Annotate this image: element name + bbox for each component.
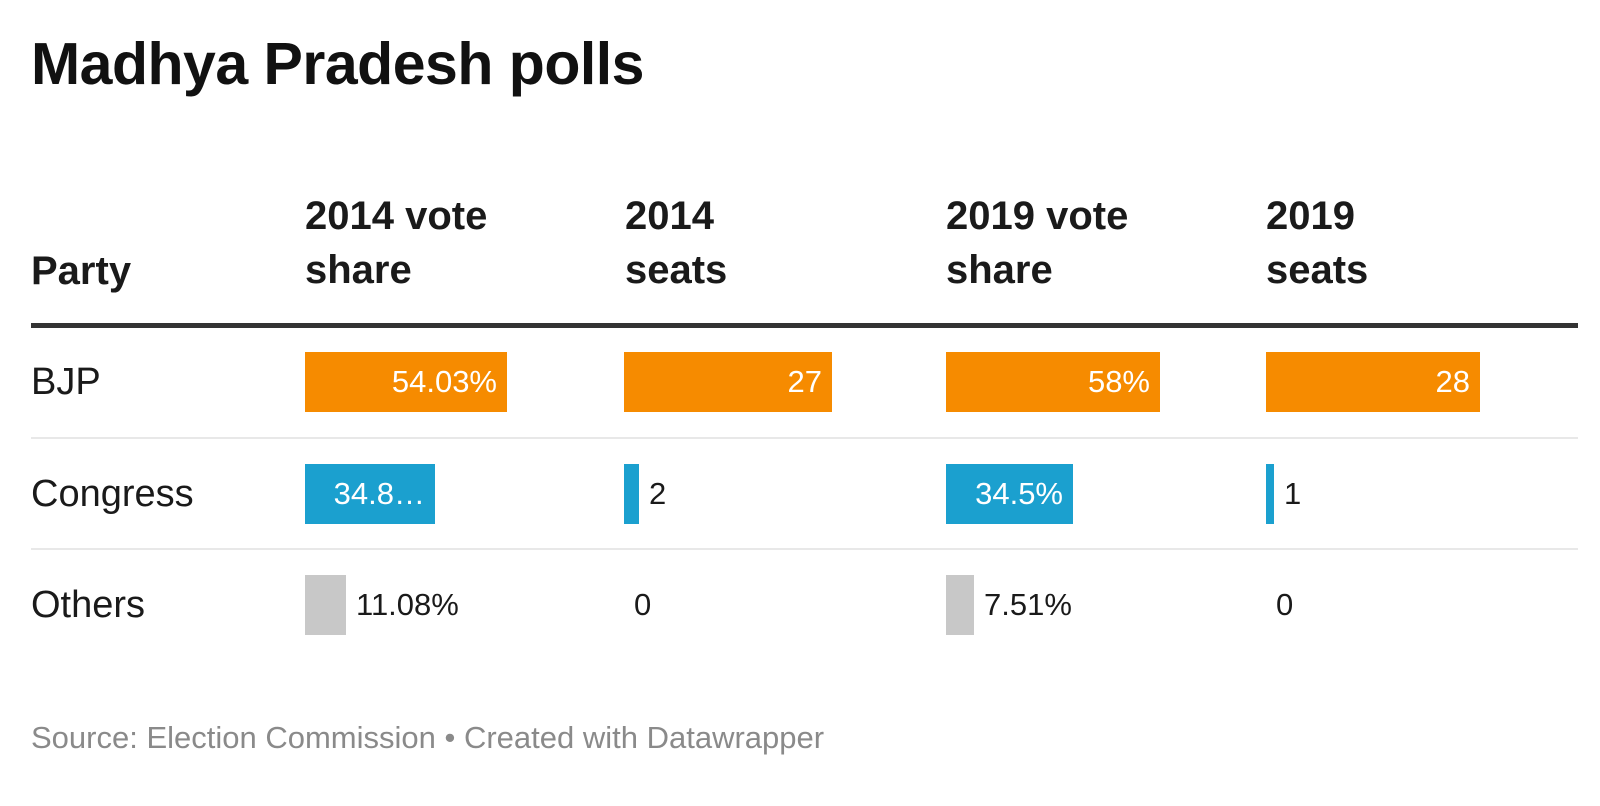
row-divider: [31, 437, 1578, 439]
header-2019-vote-share: 2019 vote share: [946, 189, 1128, 297]
bar-bjp-seats-2014: [624, 352, 832, 412]
header-party-line-1: Party: [31, 249, 132, 293]
value-label-bjp-seats-2014: 27: [787, 364, 822, 399]
source-footer: Source: Election Commission • Created wi…: [31, 720, 825, 755]
header-party: Party: [31, 244, 131, 298]
value-label-others-vote-2014: 11.08%: [356, 587, 459, 622]
value-label-bjp-vote-2014: 54.03%: [391, 364, 497, 399]
bar-bjp-vote-2014: [305, 352, 507, 412]
party-label-bjp: BJP: [31, 361, 101, 403]
bar-congress-seats-2014: [624, 464, 639, 524]
bar-congress-vote-2014: [305, 464, 435, 524]
header-divider: [31, 323, 1578, 328]
header-2019-seats: 2019 seats: [1266, 189, 1368, 297]
value-label-congress-vote-2014: 34.8…: [333, 476, 425, 511]
header-2019-seats-line-1: 2019: [1266, 194, 1355, 238]
header-2014-vote-share: 2014 vote share: [305, 189, 487, 297]
value-label-others-seats-2019: 0: [1276, 587, 1294, 622]
bar-congress-seats-2019: [1266, 464, 1274, 524]
header-2014-seats-line-1: 2014: [625, 194, 714, 238]
chart-title: Madhya Pradesh polls: [31, 31, 644, 97]
value-label-bjp-seats-2019: 28: [1435, 364, 1470, 399]
bar-others-vote-2019: [946, 575, 974, 635]
header-2014-vote-share-line-1: 2014 vote: [305, 194, 488, 238]
bar-bjp-seats-2019: [1266, 352, 1480, 412]
value-label-others-seats-2014: 0: [634, 587, 652, 622]
header-2014-seats-line-2: seats: [625, 248, 728, 292]
value-label-congress-vote-2019: 34.5%: [975, 476, 1063, 511]
header-2014-seats: 2014 seats: [625, 189, 727, 297]
value-label-bjp-vote-2019: 58%: [1087, 364, 1150, 399]
bar-others-vote-2014: [305, 575, 346, 635]
header-2019-seats-line-2: seats: [1266, 248, 1369, 292]
header-2019-vote-share-line-1: 2019 vote: [946, 194, 1129, 238]
bar-bjp-vote-2019: [946, 352, 1160, 412]
row-divider: [31, 548, 1578, 550]
party-label-congress: Congress: [31, 473, 194, 515]
value-label-congress-seats-2014: 2: [649, 476, 667, 511]
party-label-others: Others: [31, 584, 146, 626]
bar-congress-vote-2019: [946, 464, 1073, 524]
value-label-others-vote-2019: 7.51%: [984, 587, 1072, 622]
value-label-congress-seats-2019: 1: [1284, 476, 1302, 511]
header-2019-vote-share-line-2: share: [946, 248, 1053, 292]
header-2014-vote-share-line-2: share: [305, 248, 412, 292]
